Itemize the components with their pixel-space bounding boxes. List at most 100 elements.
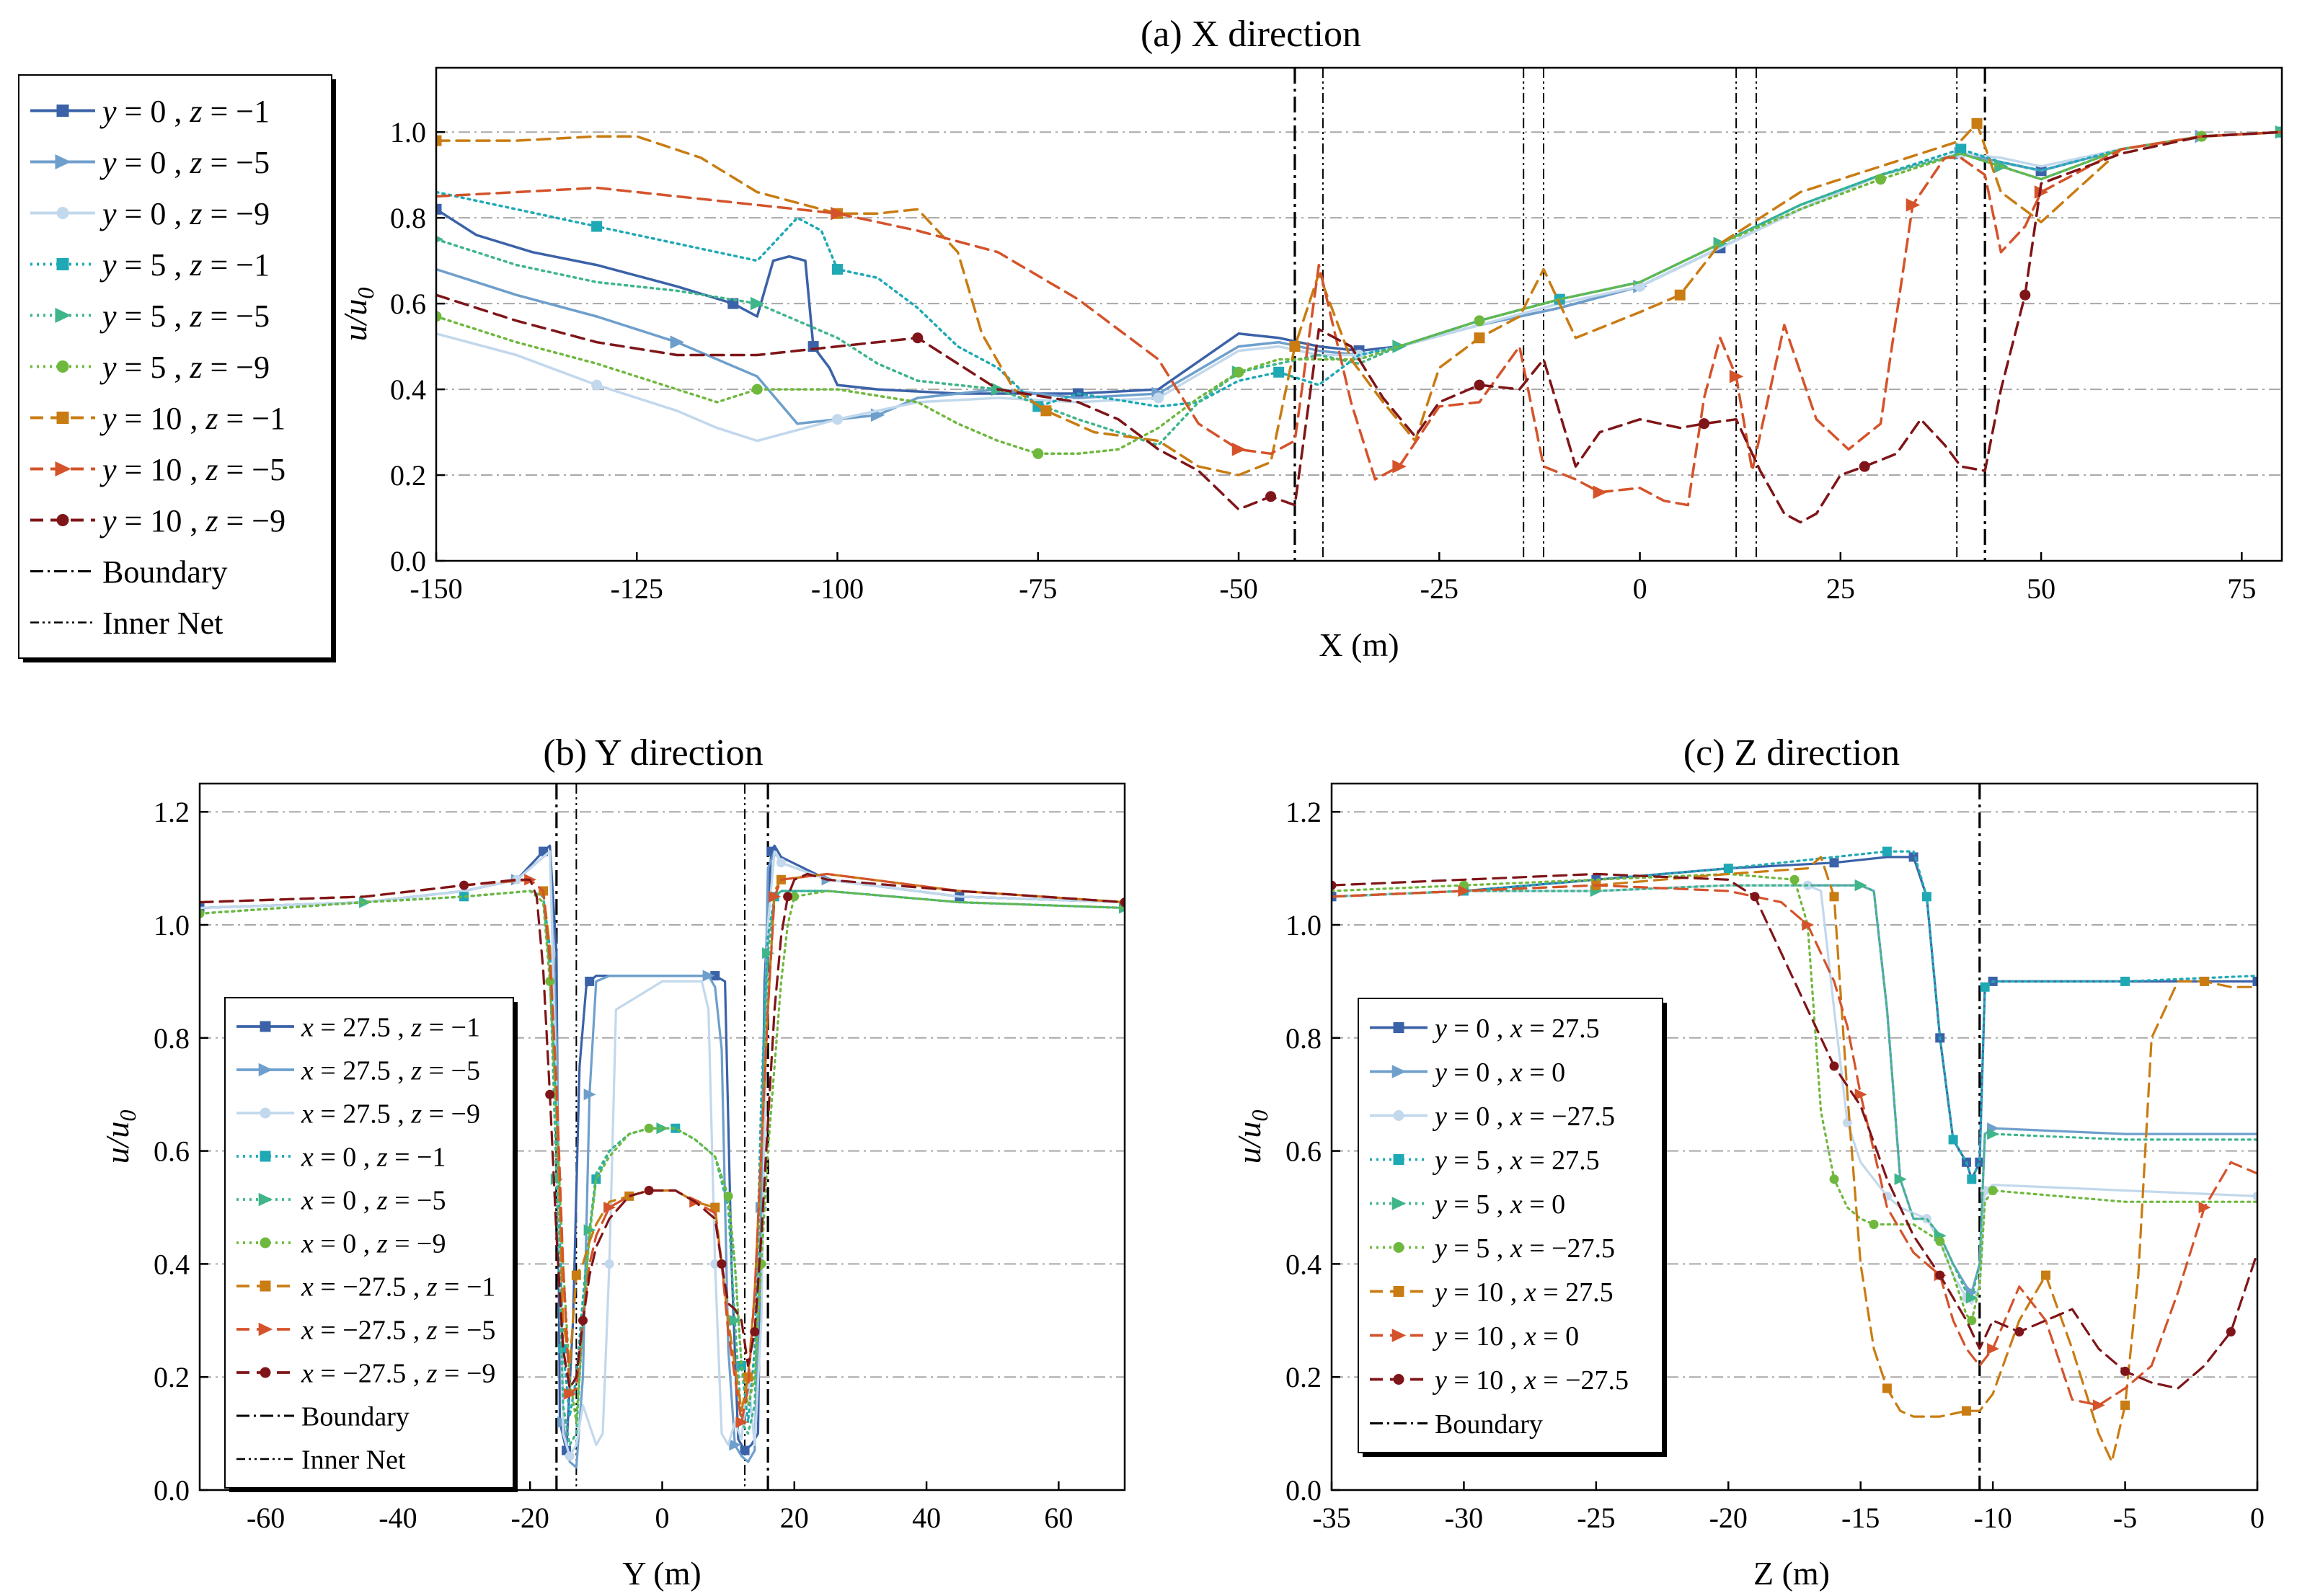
data-point: [1829, 892, 1839, 902]
plot-area: [1332, 846, 2257, 1463]
data-point: [723, 1191, 733, 1201]
y-tick-label: 1.2: [1285, 796, 1322, 828]
y-axis-label: u/u0: [1231, 1110, 1273, 1164]
data-point: [1859, 461, 1870, 472]
data-point: [1723, 864, 1733, 874]
series-line: [200, 872, 1125, 1390]
data-point: [1458, 885, 1471, 897]
x-tick-label: -125: [611, 572, 663, 605]
series-line: [200, 890, 1125, 1424]
data-point: [2120, 1400, 2130, 1410]
data-point: [1233, 366, 1244, 378]
data-point: [1750, 892, 1760, 902]
axes: -60 -40 -20 0 20 40 60 0.0 0.2 0.4 0.6 0.8 1.0 1.2: [154, 796, 1073, 1534]
legend-marker: [56, 514, 69, 526]
y-tick-label: 1.0: [1285, 909, 1322, 941]
data-point: [578, 1316, 588, 1326]
x-tick-label: -20: [511, 1502, 549, 1534]
data-point: [1829, 1061, 1839, 1071]
data-point: [1120, 897, 1125, 908]
y-tick-label: 0.6: [154, 1135, 190, 1168]
y-tick-label: 0.8: [390, 202, 426, 234]
series-y10z9: [200, 872, 1125, 1390]
data-point: [1854, 1089, 1867, 1101]
x-tick-label: -30: [1445, 1502, 1483, 1534]
data-point: [1988, 1185, 1998, 1195]
series-y0z9: [436, 130, 2282, 443]
data-point: [1965, 1292, 1978, 1304]
legend: y = 0 , z = −1 y = 0 , z = −5 y = 0 , z = …: [18, 74, 336, 662]
legend-label: y = 5 , x = 27.5: [1432, 1145, 1600, 1176]
legend-marker: [1391, 1065, 1407, 1078]
legend-label: x = 0 , z = −1: [301, 1142, 446, 1172]
panel-b: (b) Y direction -60 -40 -20 0 20 40 60 0.0 0.2 0.…: [99, 732, 1126, 1592]
data-point: [2252, 1191, 2257, 1201]
data-point: [2092, 1399, 2105, 1411]
legend-label: y = 10 , z = −9: [99, 503, 286, 538]
legend-marker: [1393, 1242, 1404, 1253]
legend-label: Boundary: [1435, 1409, 1543, 1440]
legend-label: y = 0 , x = −27.5: [1432, 1101, 1615, 1132]
series-line: [436, 130, 2282, 443]
y-axis-label: u/u0: [337, 288, 379, 342]
legend-marker: [260, 1107, 271, 1119]
data-point: [729, 1439, 742, 1451]
data-point: [736, 1361, 746, 1371]
x-axis-label: Y (m): [622, 1555, 701, 1592]
x-tick-label: 25: [1826, 572, 1855, 605]
y-tick-label: 0.4: [154, 1248, 190, 1280]
data-point: [1289, 341, 1301, 353]
plot-area: [436, 118, 2282, 524]
data-point: [1392, 459, 1407, 474]
y-tick-label: 0.0: [154, 1474, 190, 1507]
series-line: [1332, 884, 2257, 1407]
data-point: [565, 1451, 575, 1461]
series-y10z9: [436, 130, 2282, 524]
data-point: [717, 1259, 727, 1269]
x-tick-label: 0: [655, 1502, 670, 1534]
y-tick-label: 0.0: [390, 545, 426, 577]
legend-marker: [1393, 1110, 1404, 1121]
legend-marker: [1393, 1022, 1404, 1033]
legend-label: Inner Net: [102, 606, 223, 641]
x-axis-label: X (m): [1319, 626, 1399, 663]
y-tick-label: 0.4: [390, 373, 426, 406]
data-point: [1987, 1128, 2000, 1140]
data-point: [1474, 332, 1485, 344]
data-point: [644, 1185, 654, 1195]
series-y10z9: [1332, 872, 2257, 1390]
data-point: [1802, 918, 1815, 931]
x-tick-label: -40: [379, 1502, 417, 1534]
series-line: [436, 130, 2282, 524]
data-point: [1474, 379, 1485, 391]
data-point: [656, 1122, 669, 1135]
x-tick-label: -35: [1312, 1502, 1350, 1534]
y-tick-label: 0.2: [390, 459, 426, 492]
data-point: [2034, 185, 2049, 199]
legend: x = 27.5 , z = −1 x = 27.5 , z = −5 x = 27…: [224, 997, 518, 1492]
series-line: [436, 122, 2282, 476]
axes-frame: [435, 66, 2283, 562]
data-point: [1593, 485, 1608, 500]
series-line: [436, 130, 2282, 507]
legend-marker: [55, 461, 71, 477]
data-point: [1789, 874, 1800, 885]
data-point: [1921, 892, 1931, 902]
series-y0z5: [436, 129, 2282, 425]
data-point: [1875, 174, 1886, 185]
data-point: [459, 880, 469, 890]
legend-marker: [1393, 1286, 1404, 1297]
data-point: [762, 947, 774, 959]
series-line: [1332, 856, 2257, 1463]
y-tick-label: 0.2: [1285, 1361, 1322, 1393]
data-point: [459, 892, 469, 902]
series-line: [1332, 872, 2257, 1390]
data-point: [2120, 1366, 2130, 1376]
x-tick-label: -10: [1973, 1502, 2011, 1534]
data-point: [564, 1388, 577, 1400]
data-point: [1829, 858, 1839, 868]
legend-marker: [1393, 1154, 1404, 1165]
legend-marker: [1391, 1329, 1407, 1342]
legend-marker: [56, 105, 69, 117]
data-point: [1967, 1174, 1977, 1184]
